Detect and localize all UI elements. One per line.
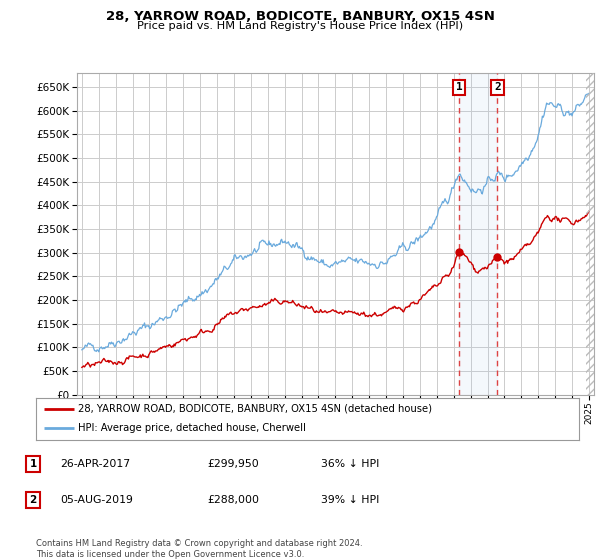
Text: 1: 1 <box>29 459 37 469</box>
Text: 28, YARROW ROAD, BODICOTE, BANBURY, OX15 4SN (detached house): 28, YARROW ROAD, BODICOTE, BANBURY, OX15… <box>79 404 433 414</box>
Text: 39% ↓ HPI: 39% ↓ HPI <box>321 495 379 505</box>
Bar <box>459 73 497 395</box>
Text: 1: 1 <box>456 82 463 92</box>
Text: 28, YARROW ROAD, BODICOTE, BANBURY, OX15 4SN: 28, YARROW ROAD, BODICOTE, BANBURY, OX15… <box>106 10 494 22</box>
Text: 36% ↓ HPI: 36% ↓ HPI <box>321 459 379 469</box>
Text: 2: 2 <box>29 495 37 505</box>
Text: Price paid vs. HM Land Registry's House Price Index (HPI): Price paid vs. HM Land Registry's House … <box>137 21 463 31</box>
Text: 2: 2 <box>494 82 501 92</box>
Text: £288,000: £288,000 <box>207 495 259 505</box>
Text: 05-AUG-2019: 05-AUG-2019 <box>60 495 133 505</box>
Text: 26-APR-2017: 26-APR-2017 <box>60 459 130 469</box>
Text: £299,950: £299,950 <box>207 459 259 469</box>
Text: HPI: Average price, detached house, Cherwell: HPI: Average price, detached house, Cher… <box>79 423 306 433</box>
Text: Contains HM Land Registry data © Crown copyright and database right 2024.
This d: Contains HM Land Registry data © Crown c… <box>36 539 362 559</box>
Bar <box>586 73 594 395</box>
